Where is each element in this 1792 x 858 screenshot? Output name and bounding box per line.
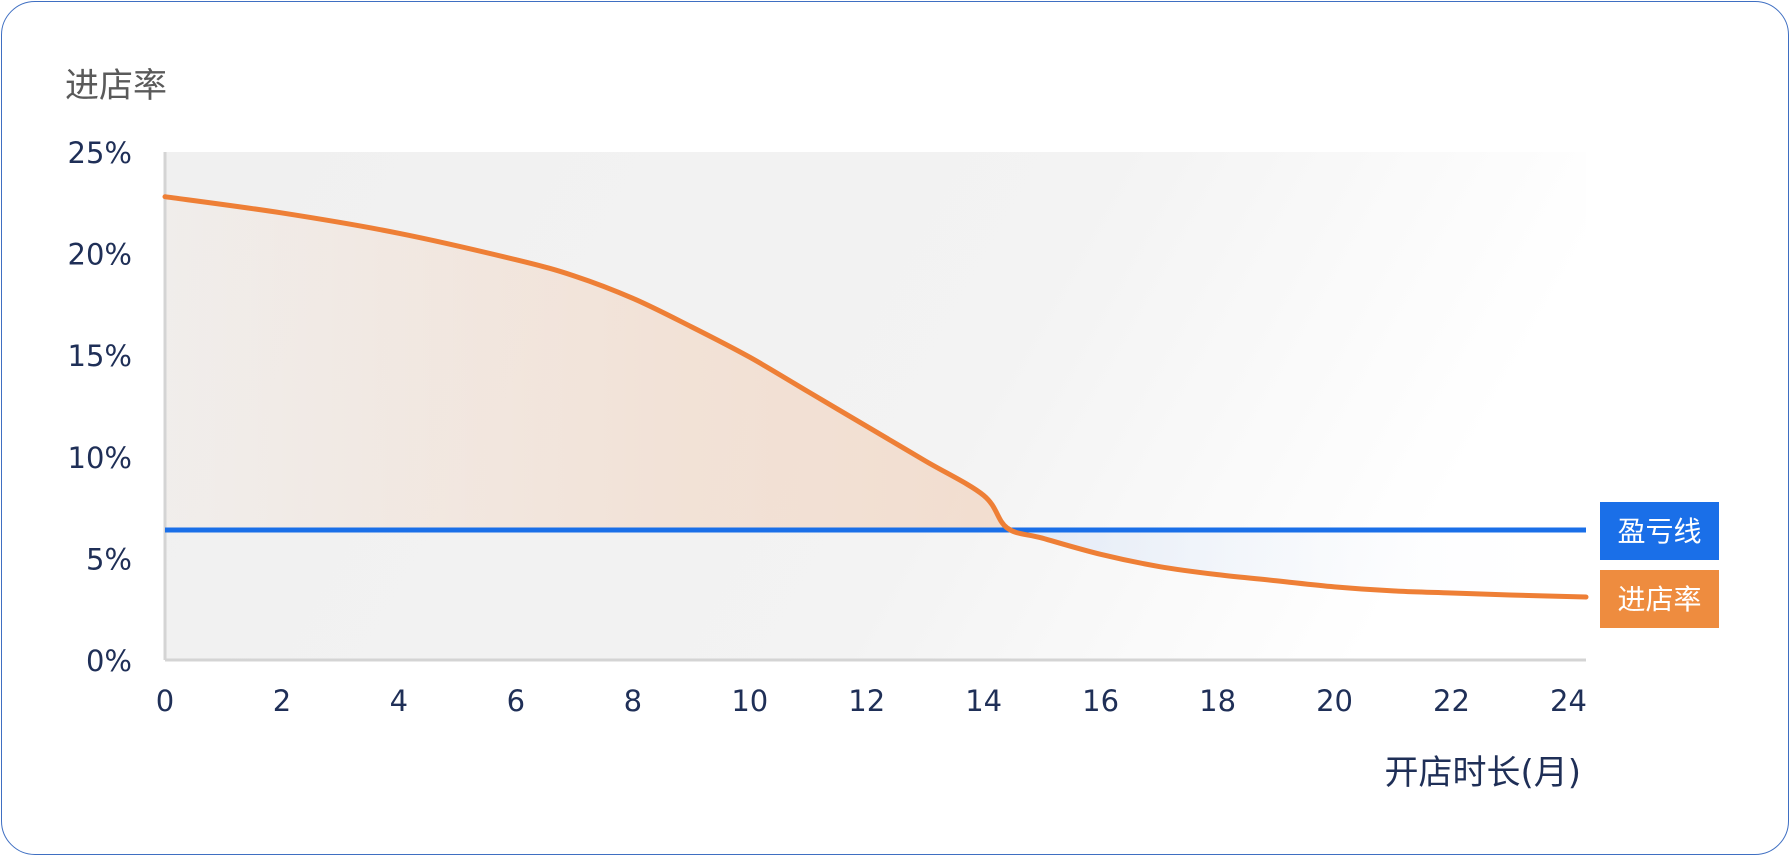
x-tick-label: 20 (1316, 684, 1353, 718)
x-tick-label: 14 (965, 684, 1002, 718)
x-tick-label: 0 (156, 684, 174, 718)
y-tick-label: 25% (68, 136, 132, 170)
x-tick-label: 6 (507, 684, 525, 718)
x-tick-label: 12 (848, 684, 885, 718)
x-tick-label: 4 (390, 684, 408, 718)
legend-label: 进店率 (1617, 583, 1701, 616)
y-tick-label: 15% (68, 339, 132, 373)
y-tick-label: 5% (86, 542, 132, 576)
x-tick-label: 22 (1433, 684, 1470, 718)
x-tick-label: 10 (731, 684, 768, 718)
x-axis-title: 开店时长(月) (1384, 753, 1581, 793)
y-tick-label: 0% (86, 644, 132, 678)
x-tick-label: 8 (624, 684, 642, 718)
x-tick-label: 2 (273, 684, 291, 718)
x-tick-label: 16 (1082, 684, 1119, 718)
y-axis-title: 进店率 (65, 66, 167, 106)
y-tick-label: 20% (68, 238, 132, 272)
x-tick-label: 24 (1550, 684, 1587, 718)
y-tick-label: 10% (68, 441, 132, 475)
legend-label: 盈亏线 (1617, 515, 1701, 548)
x-tick-label: 18 (1199, 684, 1236, 718)
